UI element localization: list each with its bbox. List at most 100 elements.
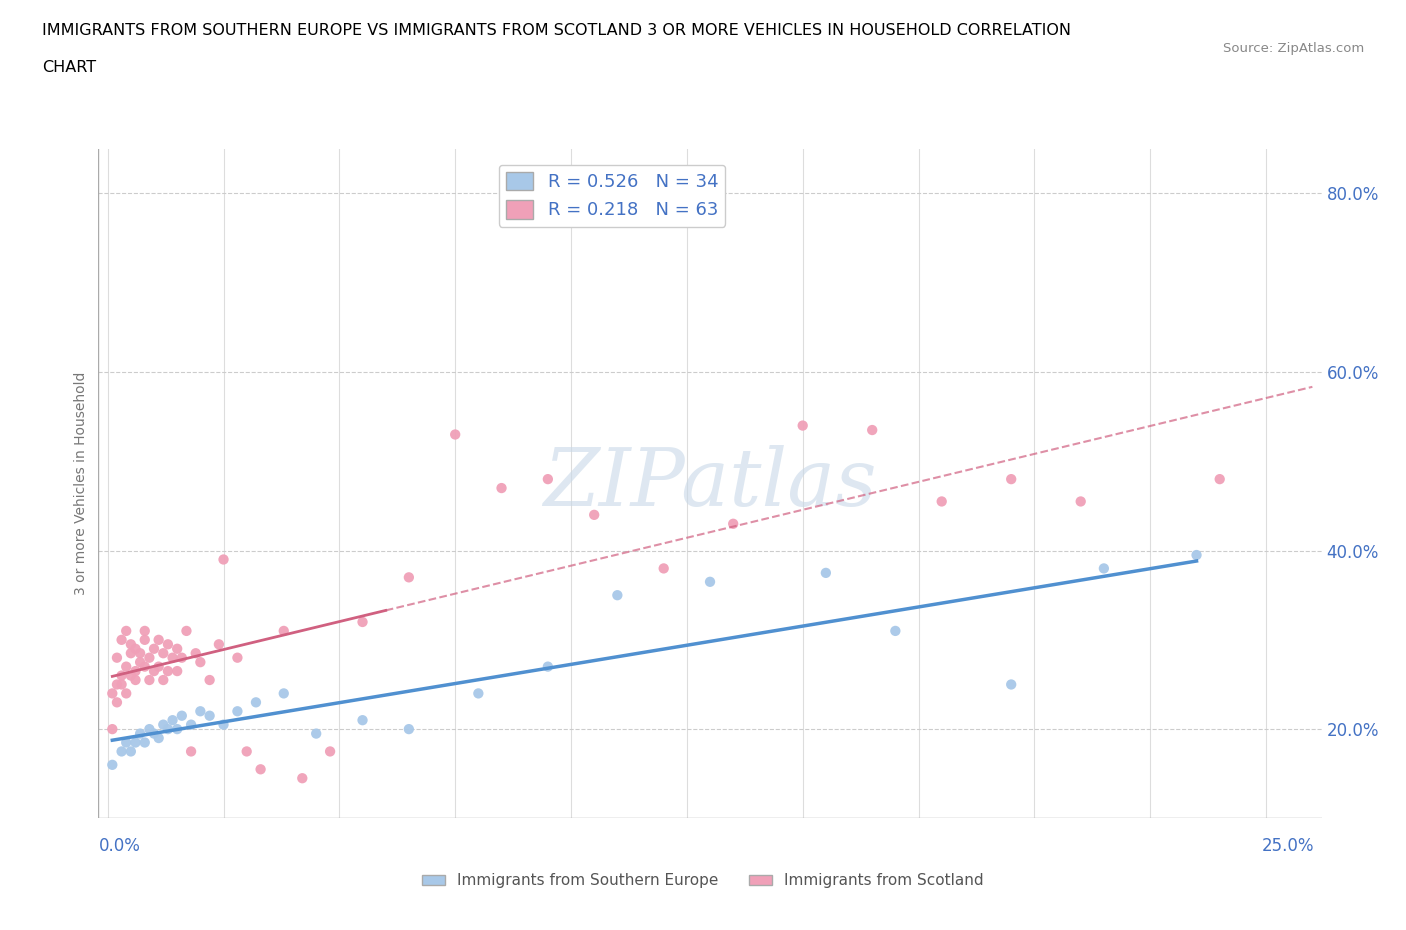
Point xyxy=(120,645,142,660)
Point xyxy=(156,637,179,652)
Point xyxy=(398,570,420,585)
Point xyxy=(931,494,953,509)
Point xyxy=(352,712,374,727)
Point xyxy=(120,668,142,683)
Point xyxy=(884,623,907,638)
Point xyxy=(198,672,221,687)
Point xyxy=(101,722,124,737)
Point xyxy=(156,722,179,737)
Point xyxy=(235,744,257,759)
Point xyxy=(226,650,249,665)
Point xyxy=(226,704,249,719)
Point xyxy=(152,717,174,732)
Point xyxy=(148,659,170,674)
Point xyxy=(110,632,132,647)
Point xyxy=(124,735,146,750)
Point xyxy=(1185,548,1208,563)
Point xyxy=(110,668,132,683)
Point xyxy=(115,623,138,638)
Point xyxy=(398,722,420,737)
Point xyxy=(148,632,170,647)
Point xyxy=(105,650,128,665)
Point xyxy=(124,642,146,657)
Point xyxy=(152,645,174,660)
Point xyxy=(176,623,198,638)
Point xyxy=(249,762,271,777)
Point xyxy=(699,575,721,590)
Point xyxy=(166,664,188,679)
Text: CHART: CHART xyxy=(42,60,96,75)
Point xyxy=(120,744,142,759)
Point xyxy=(467,686,489,701)
Point xyxy=(166,722,188,737)
Point xyxy=(115,686,138,701)
Point xyxy=(143,664,166,679)
Text: 25.0%: 25.0% xyxy=(1263,837,1315,855)
Point xyxy=(291,771,314,786)
Point xyxy=(170,709,193,724)
Point xyxy=(606,588,628,603)
Point xyxy=(184,645,207,660)
Point xyxy=(444,427,467,442)
Point xyxy=(129,645,152,660)
Point xyxy=(105,695,128,710)
Point xyxy=(134,632,156,647)
Point xyxy=(143,726,166,741)
Point xyxy=(792,418,814,433)
Point xyxy=(143,642,166,657)
Point xyxy=(138,672,160,687)
Text: 0.0%: 0.0% xyxy=(98,837,141,855)
Point xyxy=(537,472,560,486)
Point xyxy=(188,655,212,670)
Point xyxy=(101,686,124,701)
Point xyxy=(1000,677,1022,692)
Point xyxy=(188,704,212,719)
Point xyxy=(721,516,744,531)
Point xyxy=(860,422,883,437)
Point xyxy=(1000,472,1022,486)
Point xyxy=(129,655,152,670)
Point xyxy=(101,757,124,772)
Point xyxy=(129,726,152,741)
Point xyxy=(245,695,267,710)
Point xyxy=(162,650,184,665)
Point xyxy=(583,508,606,523)
Point xyxy=(180,744,202,759)
Point xyxy=(138,722,160,737)
Point xyxy=(115,659,138,674)
Point xyxy=(198,709,221,724)
Point xyxy=(208,637,231,652)
Point xyxy=(273,686,295,701)
Point xyxy=(652,561,675,576)
Text: ZIPatlas: ZIPatlas xyxy=(543,445,877,523)
Point xyxy=(166,642,188,657)
Point xyxy=(105,677,128,692)
Point xyxy=(156,664,179,679)
Point xyxy=(180,717,202,732)
Point xyxy=(273,623,295,638)
Point xyxy=(134,623,156,638)
Point xyxy=(212,717,235,732)
Point xyxy=(152,672,174,687)
Point xyxy=(352,615,374,630)
Point xyxy=(115,735,138,750)
Point xyxy=(134,659,156,674)
Point xyxy=(212,552,235,567)
Point xyxy=(1208,472,1230,486)
Point xyxy=(110,677,132,692)
Point xyxy=(110,744,132,759)
Point xyxy=(148,731,170,746)
Point xyxy=(305,726,328,741)
Point xyxy=(170,650,193,665)
Point xyxy=(162,712,184,727)
Point xyxy=(134,735,156,750)
Point xyxy=(1092,561,1115,576)
Y-axis label: 3 or more Vehicles in Household: 3 or more Vehicles in Household xyxy=(75,372,89,595)
Legend: R = 0.526   N = 34, R = 0.218   N = 63: R = 0.526 N = 34, R = 0.218 N = 63 xyxy=(499,165,725,227)
Point xyxy=(120,637,142,652)
Point xyxy=(537,659,560,674)
Point xyxy=(491,481,513,496)
Point xyxy=(814,565,837,580)
Point xyxy=(1070,494,1092,509)
Point xyxy=(319,744,342,759)
